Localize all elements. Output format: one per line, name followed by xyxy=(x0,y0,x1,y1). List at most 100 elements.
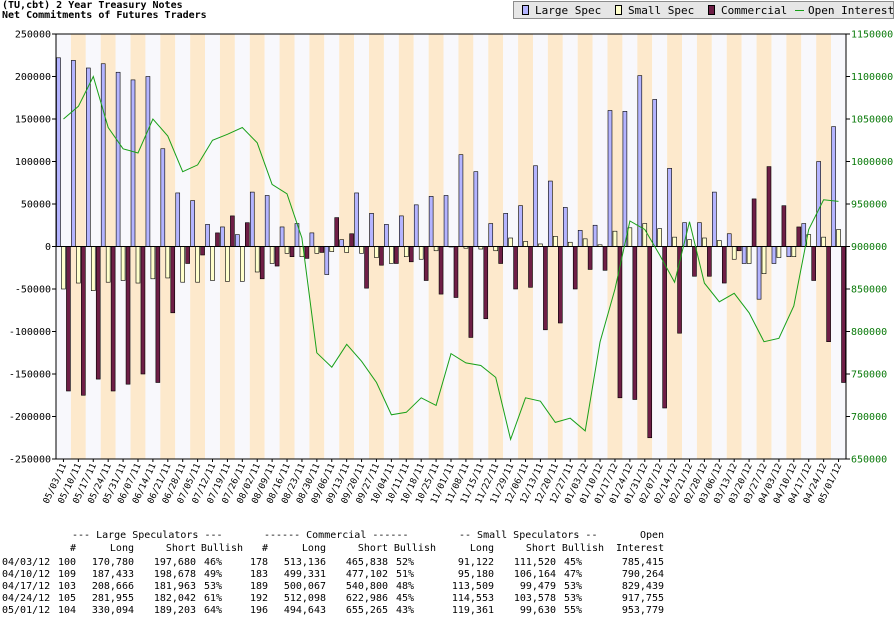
cell-small-bullish: 45% xyxy=(564,557,583,568)
bar-large-spec xyxy=(100,63,106,247)
y-left-tick-label: 200000 xyxy=(15,72,51,83)
bar-large-spec xyxy=(235,234,240,247)
bar-commercial xyxy=(468,246,474,338)
legend-item-small-spec: Small Spec xyxy=(615,4,694,17)
cell-comm-short: 655,265 xyxy=(345,605,388,616)
bar-large-spec xyxy=(115,71,121,247)
summary-table: --- Large Speculators --- ------ Commerc… xyxy=(0,528,896,619)
bar-small-spec xyxy=(791,246,797,257)
cell-large-long: 330,094 xyxy=(91,605,134,616)
cell-small-short: 106,164 xyxy=(513,569,556,580)
cell-date: 05/01/12 xyxy=(2,605,51,616)
bar-commercial xyxy=(647,246,653,439)
cell-open-interest: 829,439 xyxy=(621,581,664,592)
bar-large-spec xyxy=(190,200,195,247)
bar-small-spec xyxy=(672,236,677,247)
legend-swatch-commercial xyxy=(708,5,715,15)
cell-small-short: 111,520 xyxy=(513,557,556,568)
bar-small-spec xyxy=(776,246,782,258)
bar-small-spec xyxy=(329,246,335,252)
bar-large-spec xyxy=(652,99,657,247)
table-header-columns: # Long Short Bullish # Long Short Bullis… xyxy=(0,543,896,555)
cell-small-short: 99,479 xyxy=(519,581,556,592)
bar-commercial xyxy=(81,246,86,396)
y-right-tick-label: 1100000 xyxy=(851,72,893,83)
bar-commercial xyxy=(185,246,190,264)
bar-large-spec xyxy=(220,226,225,247)
cell-date: 04/10/12 xyxy=(2,569,51,580)
col-small-long: Long xyxy=(469,543,494,554)
bar-small-spec xyxy=(746,246,752,264)
bar-commercial xyxy=(558,246,563,324)
table-row: 04/24/12 105 281,955 182,042 61% 192 512,098 62… xyxy=(0,593,896,605)
bar-large-spec xyxy=(369,213,374,247)
header-small-speculators: -- Small Speculators -- xyxy=(459,530,598,541)
bar-commercial xyxy=(66,246,71,392)
bar-small-spec xyxy=(180,246,185,283)
bar-commercial xyxy=(394,246,399,264)
legend-label: Commercial xyxy=(721,4,788,17)
bar-large-spec xyxy=(577,230,583,247)
cell-comm-count: 183 xyxy=(250,569,269,580)
bar-commercial xyxy=(259,246,265,280)
y-left-tick-label: -200000 xyxy=(9,412,51,423)
legend-item-open-interest: Open Interest xyxy=(795,4,894,17)
cell-large-bullish: 61% xyxy=(204,593,223,604)
y-right-tick-label: 1000000 xyxy=(851,157,893,168)
bar-commercial xyxy=(230,215,235,247)
bar-small-spec xyxy=(150,246,156,280)
bar-small-spec xyxy=(403,246,409,257)
cell-comm-count: 178 xyxy=(250,557,269,568)
bar-commercial xyxy=(453,246,459,298)
cell-comm-short: 477,102 xyxy=(345,569,388,580)
bar-small-spec xyxy=(90,246,96,292)
bar-large-spec xyxy=(339,239,344,247)
bar-commercial xyxy=(408,246,414,263)
cell-large-short: 198,678 xyxy=(153,569,196,580)
y-left-tick-label: 250000 xyxy=(15,30,51,41)
col-open-interest: Interest xyxy=(616,543,665,554)
cell-large-count: 105 xyxy=(58,593,77,604)
bar-small-spec xyxy=(76,246,81,284)
bar-small-spec xyxy=(717,240,722,247)
bar-large-spec xyxy=(309,232,315,247)
y-right-tick-label: 800000 xyxy=(851,327,887,338)
bar-large-spec xyxy=(607,110,613,247)
cell-small-long: 91,122 xyxy=(457,557,494,568)
cell-comm-count: 189 xyxy=(250,581,269,592)
bar-commercial xyxy=(125,246,131,385)
header-open: Open xyxy=(640,530,665,541)
bar-small-spec xyxy=(761,246,767,275)
bar-commercial xyxy=(438,246,444,295)
bar-commercial xyxy=(572,246,578,290)
cell-large-long: 170,780 xyxy=(91,557,134,568)
y-left-tick-label: 100000 xyxy=(15,157,51,168)
chart-title: (TU,cbt) 2 Year Treasury Notes xyxy=(2,0,183,11)
table-row: 04/10/12 109 187,433 198,678 49% 183 499,331 47… xyxy=(0,569,896,581)
y-right-tick-label: 750000 xyxy=(851,370,887,381)
bar-small-spec xyxy=(731,246,737,260)
bar-commercial xyxy=(766,166,772,247)
bar-small-spec xyxy=(627,227,633,247)
legend-item-commercial: Commercial xyxy=(708,4,787,17)
header-large-speculators: --- Large Speculators --- xyxy=(72,530,223,541)
bar-small-spec xyxy=(344,246,349,253)
bar-commercial xyxy=(677,246,682,334)
bar-small-spec xyxy=(374,246,379,258)
header-commercial: ------ Commercial ------ xyxy=(264,530,409,541)
bar-commercial xyxy=(304,246,310,259)
bar-commercial xyxy=(498,246,503,264)
bar-large-spec xyxy=(354,192,359,247)
bar-small-spec xyxy=(225,246,230,282)
bar-small-spec xyxy=(135,246,141,284)
bar-commercial xyxy=(110,246,116,392)
bar-small-spec xyxy=(687,239,692,247)
bar-small-spec xyxy=(120,246,126,281)
cell-comm-long: 513,136 xyxy=(283,557,326,568)
bar-small-spec xyxy=(612,230,618,247)
bar-large-spec xyxy=(637,75,643,247)
bar-commercial xyxy=(587,246,593,270)
legend-swatch-large-spec xyxy=(522,5,529,15)
bar-large-spec xyxy=(622,111,628,247)
bar-small-spec xyxy=(269,246,275,264)
